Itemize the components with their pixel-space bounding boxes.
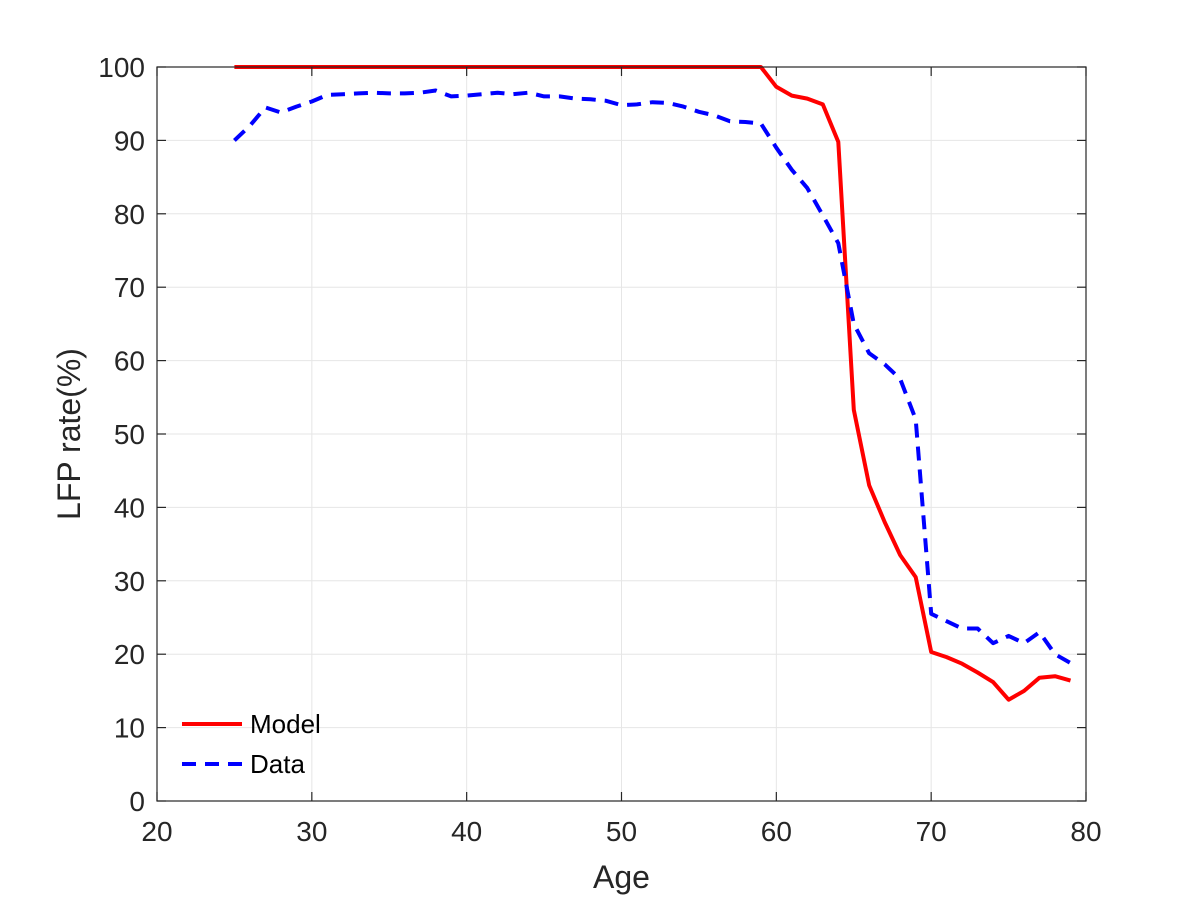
y-tick-label: 10 xyxy=(114,713,145,744)
x-tick-label: 60 xyxy=(761,816,792,847)
x-tick-label: 80 xyxy=(1070,816,1101,847)
y-tick-label: 20 xyxy=(114,639,145,670)
legend-label-data: Data xyxy=(250,749,305,779)
y-axis-title: LFP rate(%) xyxy=(51,348,87,520)
legend: Model Data xyxy=(182,709,321,779)
y-tick-label: 60 xyxy=(114,346,145,377)
y-tick-label: 40 xyxy=(114,492,145,523)
y-tick-label: 30 xyxy=(114,566,145,597)
y-tick-label: 0 xyxy=(129,786,145,817)
y-tick-label: 90 xyxy=(114,125,145,156)
y-tick-label: 50 xyxy=(114,419,145,450)
y-tick-label: 80 xyxy=(114,199,145,230)
series-line-model xyxy=(234,65,1072,702)
series-lines xyxy=(233,65,1072,702)
y-axis-tick-labels: 0 10 20 30 40 50 60 70 80 90 100 xyxy=(98,52,145,817)
grid-lines xyxy=(156,66,1087,802)
x-axis-title: Age xyxy=(593,859,650,895)
x-tick-label: 40 xyxy=(451,816,482,847)
x-tick-label: 30 xyxy=(296,816,327,847)
y-tick-label: 100 xyxy=(98,52,145,83)
legend-label-model: Model xyxy=(250,709,321,739)
x-tick-label: 20 xyxy=(141,816,172,847)
axis-ticks xyxy=(156,66,1087,802)
x-tick-label: 50 xyxy=(606,816,637,847)
series-line-data xyxy=(233,88,1072,665)
y-tick-label: 70 xyxy=(114,272,145,303)
x-tick-label: 70 xyxy=(916,816,947,847)
x-axis-tick-labels: 20 30 40 50 60 70 80 xyxy=(141,816,1101,847)
